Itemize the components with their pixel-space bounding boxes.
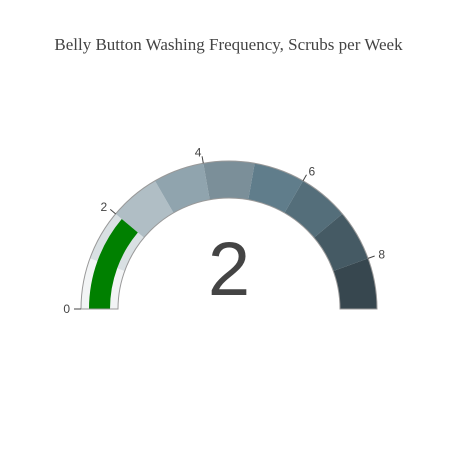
gauge-step-6 bbox=[248, 163, 303, 213]
gauge-bar bbox=[89, 219, 138, 309]
gauge-step-9 bbox=[333, 258, 377, 309]
gauge-axis: 0 2 4 6 8 bbox=[63, 145, 385, 316]
gauge-value-bar bbox=[89, 219, 138, 309]
gauge-step-4 bbox=[155, 163, 210, 213]
gauge-outline bbox=[80, 160, 378, 310]
gauge-tick-label: 2 bbox=[101, 200, 108, 214]
gauge-step-8 bbox=[314, 213, 369, 272]
gauge-step-5 bbox=[203, 161, 255, 200]
gauge-tick-label: 8 bbox=[378, 248, 385, 262]
gauge-tick-label: 0 bbox=[63, 302, 70, 316]
gauge-step-3 bbox=[115, 180, 174, 238]
gauge-border bbox=[80, 160, 378, 310]
gauge-tick-label: 6 bbox=[309, 164, 316, 178]
gauge-value-number: 2 bbox=[208, 227, 250, 312]
gauge-tick-mark bbox=[201, 156, 204, 164]
gauge-step-7 bbox=[284, 180, 343, 238]
chart-title: Belly Button Washing Frequency, Scrubs p… bbox=[54, 35, 403, 54]
gauge-tick-mark bbox=[302, 174, 307, 182]
gauge-tick-mark bbox=[367, 255, 375, 259]
gauge-tick-mark bbox=[109, 208, 116, 215]
gauge-tick-label: 4 bbox=[195, 145, 202, 159]
